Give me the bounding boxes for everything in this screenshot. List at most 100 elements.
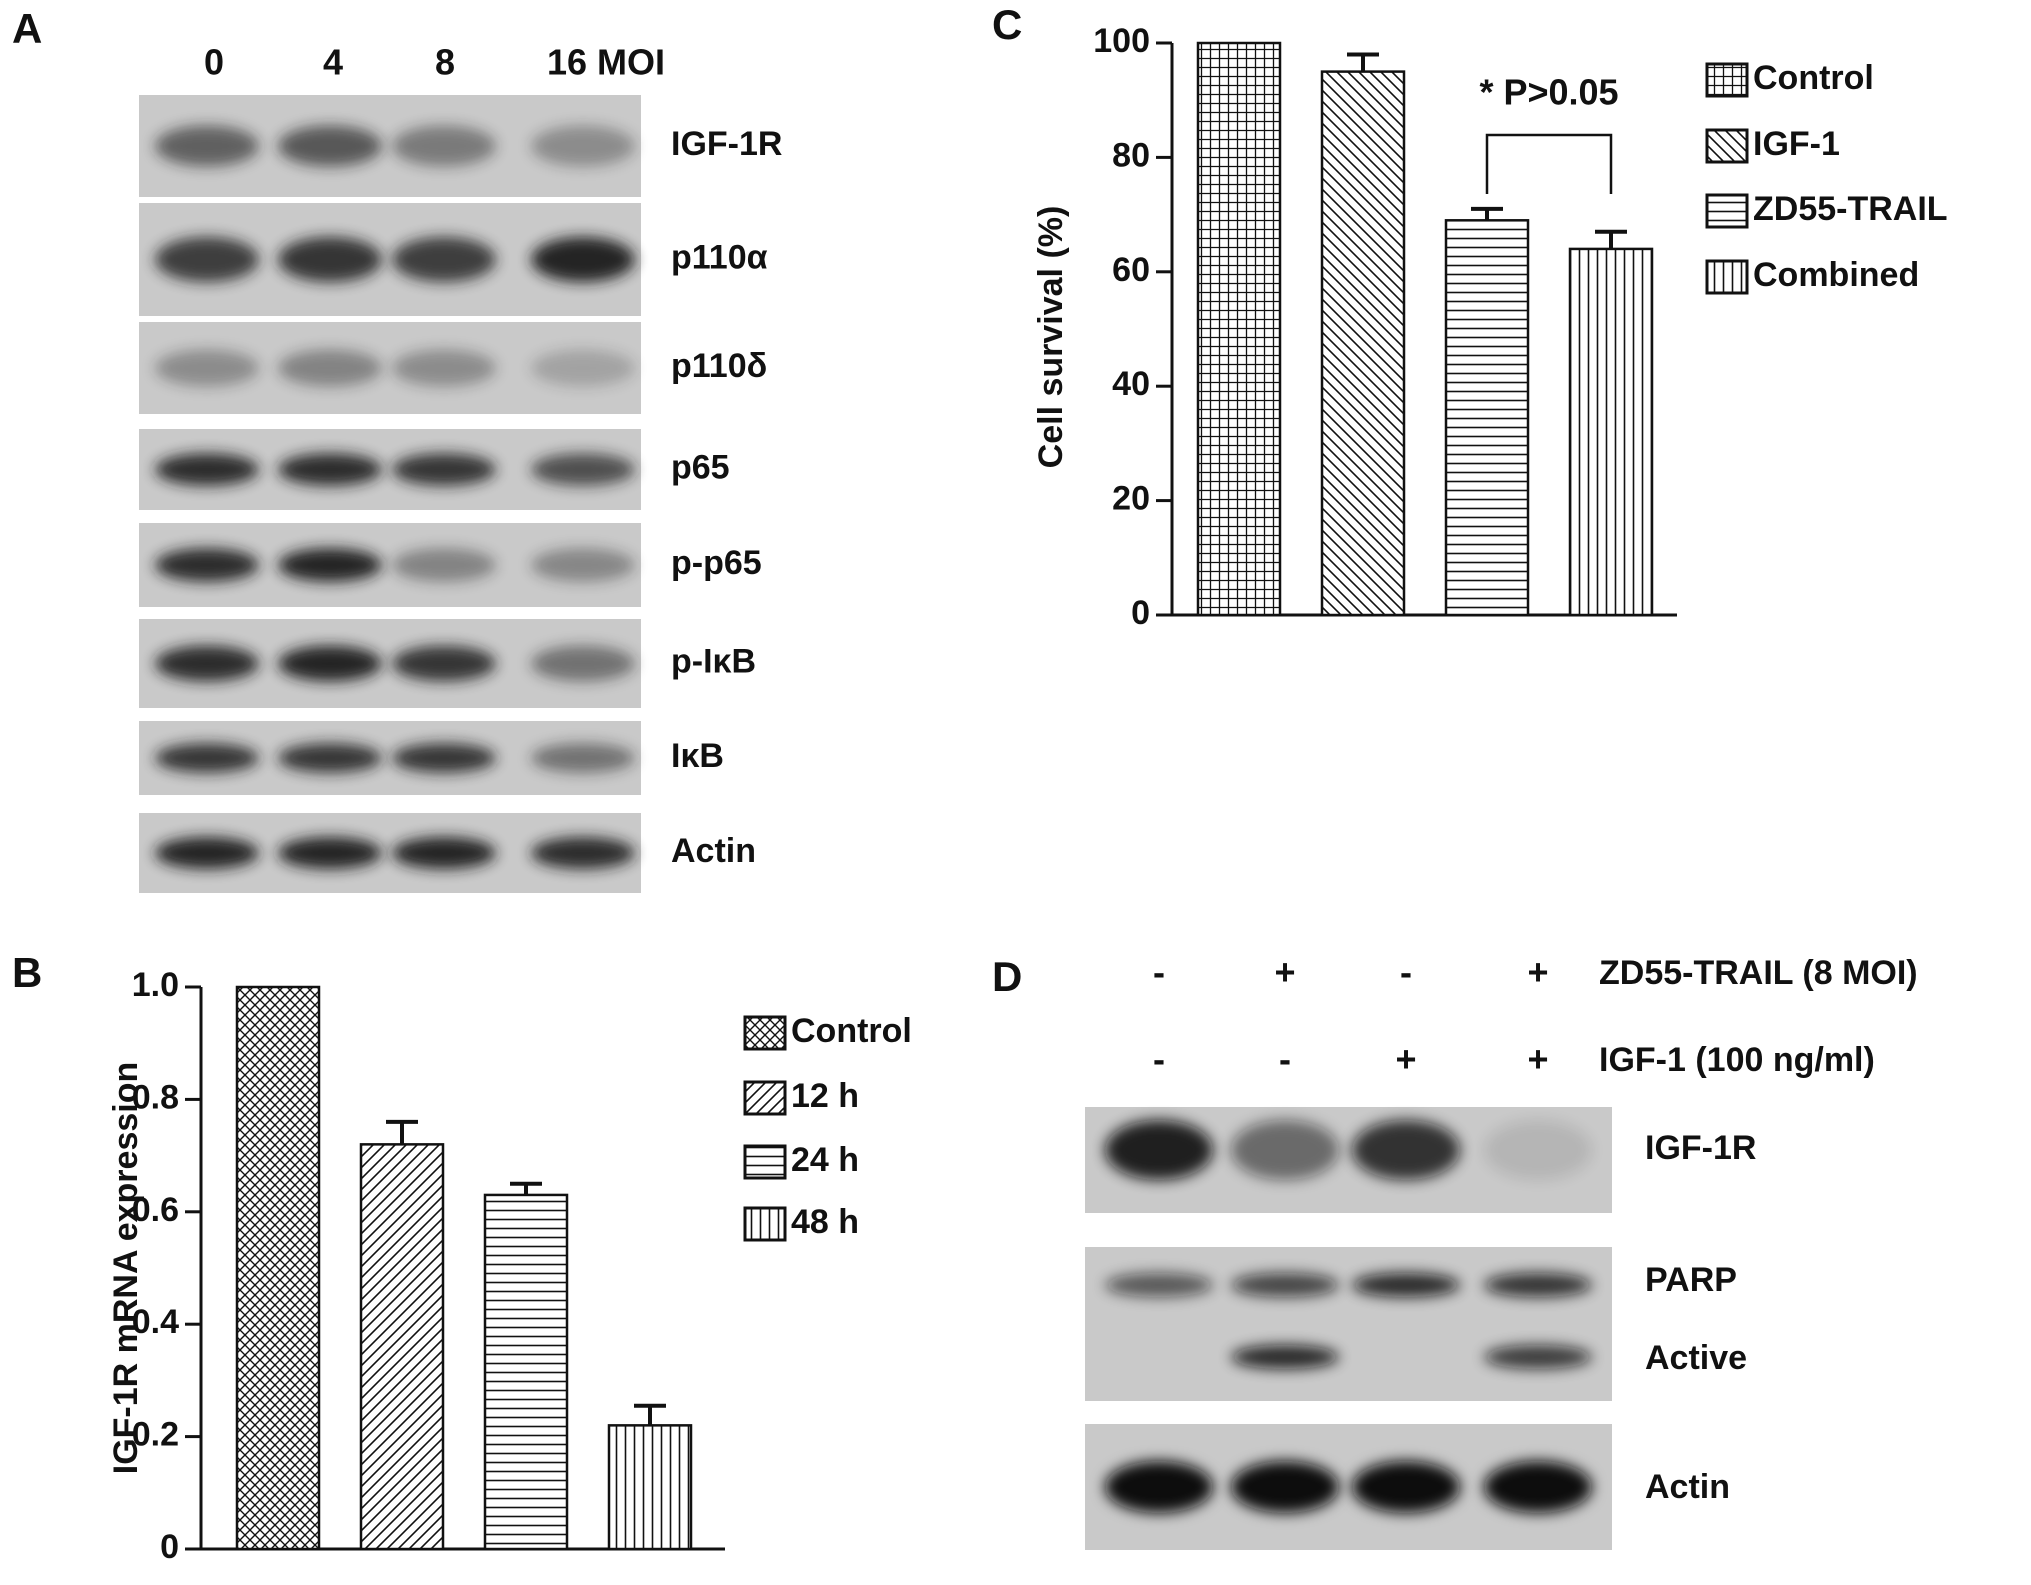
band (531, 548, 635, 582)
legend-swatch (743, 1144, 787, 1180)
error-bar (1347, 52, 1379, 72)
y-tick-label: 0.4 (132, 1303, 179, 1341)
legend-label: ZD55-TRAIL (1753, 190, 1948, 228)
blot-label: p110δ (671, 347, 767, 385)
blot-label: p-IκB (671, 642, 756, 680)
legend-swatch (1705, 128, 1749, 164)
band (278, 349, 382, 387)
band (392, 236, 496, 283)
condition-sign: + (1395, 1039, 1416, 1080)
band (155, 645, 259, 682)
band (1105, 1461, 1213, 1513)
band (531, 125, 635, 167)
y-axis-title: Cell survival (%) (1032, 206, 1070, 469)
band (392, 548, 496, 582)
condition-sign: - (1400, 952, 1412, 993)
panel-label: C (992, 1, 1022, 48)
band (155, 453, 259, 486)
y-tick-label: 0.2 (132, 1416, 179, 1454)
y-tick-label: 80 (1112, 136, 1150, 174)
band (1484, 1273, 1592, 1297)
band (1352, 1273, 1460, 1297)
lane-label: 8 (435, 42, 455, 83)
bar (359, 1143, 445, 1551)
error-bar (1471, 206, 1503, 221)
band (392, 453, 496, 486)
legend-swatch (743, 1080, 787, 1116)
y-tick-label: 60 (1112, 251, 1150, 289)
y-tick-label: 0.6 (132, 1191, 179, 1229)
band (1231, 1120, 1339, 1180)
y-tick-label: 0 (1131, 594, 1150, 632)
blot-label: Actin (1645, 1468, 1730, 1506)
band (531, 645, 635, 682)
lane-label: 4 (323, 42, 343, 83)
legend-swatch (1705, 259, 1749, 295)
legend-label: IGF-1 (1753, 125, 1840, 163)
y-tick-label: 40 (1112, 365, 1150, 403)
y-tick-label: 0 (160, 1528, 179, 1566)
bar (607, 1424, 693, 1551)
bar (483, 1193, 569, 1551)
condition-sign: + (1527, 952, 1548, 993)
band (278, 743, 382, 773)
band (392, 125, 496, 167)
error-bar (386, 1119, 418, 1145)
blot-label: p110α (671, 238, 768, 276)
band (1484, 1461, 1592, 1513)
band (531, 453, 635, 486)
condition-sign: - (1279, 1039, 1291, 1080)
band (1484, 1120, 1592, 1180)
band (278, 645, 382, 682)
blot-label: Active (1645, 1339, 1747, 1377)
blot-label: PARP (1645, 1261, 1737, 1299)
band (531, 236, 635, 283)
band (155, 743, 259, 773)
blot-label: IκB (671, 737, 724, 775)
band (392, 349, 496, 387)
legend-swatch (743, 1206, 787, 1242)
blot-label: p-p65 (671, 544, 762, 582)
legend-label: 24 h (791, 1141, 859, 1179)
legend-label: Control (791, 1012, 912, 1050)
blot-label: Actin (671, 832, 756, 870)
band (155, 349, 259, 387)
band (1352, 1461, 1460, 1513)
y-tick-label: 1.0 (132, 966, 179, 1004)
legend-label: Combined (1753, 256, 1919, 294)
condition-sign: + (1527, 1039, 1548, 1080)
band (531, 743, 635, 773)
y-tick-label: 100 (1093, 22, 1150, 60)
band (155, 548, 259, 582)
legend-label: 48 h (791, 1203, 859, 1241)
error-bar (634, 1403, 666, 1426)
band (155, 236, 259, 283)
legend-swatch (743, 1015, 787, 1051)
significance-bracket (1485, 133, 1613, 194)
lane-label: 0 (204, 42, 224, 83)
band (278, 236, 382, 283)
band (1231, 1345, 1339, 1369)
error-bar (1595, 229, 1627, 249)
band (278, 125, 382, 167)
panel-label: A (12, 5, 42, 52)
band (1231, 1273, 1339, 1297)
legend-label: 12 h (791, 1077, 859, 1115)
band (1105, 1273, 1213, 1297)
band (1105, 1120, 1213, 1180)
band (278, 548, 382, 582)
bar (1320, 70, 1406, 617)
band (1231, 1461, 1339, 1513)
band (392, 645, 496, 682)
blot-strip (1085, 1247, 1612, 1401)
blot-label: p65 (671, 448, 730, 486)
band (278, 837, 382, 869)
band (392, 743, 496, 773)
blot-label: IGF-1R (1645, 1129, 1756, 1167)
blot-label: IGF-1R (671, 125, 782, 163)
condition-label: ZD55-TRAIL (8 MOI) (1599, 954, 1918, 992)
y-axis-title: IGF-1R mRNA expression (107, 1062, 145, 1475)
bar (1568, 247, 1654, 617)
y-tick-label: 20 (1112, 480, 1150, 518)
